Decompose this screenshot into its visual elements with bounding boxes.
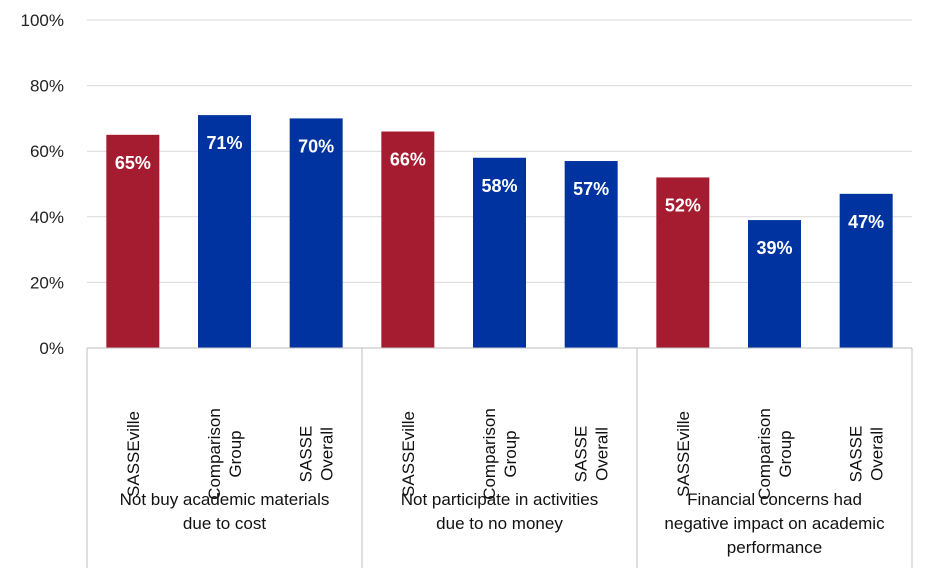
group-label: Not participate in activities due to no m… bbox=[401, 490, 598, 533]
group-label: Not buy academic materials due to cost bbox=[120, 490, 330, 533]
bar bbox=[839, 193, 893, 348]
category-label-line: Group bbox=[226, 430, 245, 477]
data-label: 47% bbox=[848, 212, 884, 232]
bar bbox=[748, 220, 801, 348]
category-label-line: SASSE bbox=[572, 426, 591, 483]
category-label: SASSEville bbox=[124, 411, 143, 497]
bar bbox=[656, 177, 710, 348]
category-label-line: SASSE bbox=[297, 426, 316, 483]
y-tick-label: 0% bbox=[39, 339, 64, 358]
category-label: SASSE Overall bbox=[847, 426, 887, 483]
bar bbox=[106, 134, 160, 348]
data-label: 71% bbox=[206, 133, 242, 153]
bar bbox=[564, 161, 618, 348]
y-tick-label: 80% bbox=[30, 77, 64, 96]
y-axis: 0% 20% 40% 60% 80% 100% bbox=[21, 11, 64, 358]
category-label: Comparison Group bbox=[205, 408, 245, 500]
data-label: 70% bbox=[298, 136, 334, 156]
category-label: SASSE Overall bbox=[297, 426, 337, 483]
category-label-line: Comparison bbox=[480, 408, 499, 500]
group-label-line: Not buy academic materials bbox=[120, 490, 330, 509]
bar bbox=[198, 115, 251, 349]
category-label-line: SASSEville bbox=[674, 411, 693, 497]
category-label: Comparison Group bbox=[480, 408, 520, 500]
y-tick-label: 60% bbox=[30, 142, 64, 161]
category-label: SASSE Overall bbox=[572, 426, 612, 483]
group-label: Financial concerns had negative impact on… bbox=[664, 490, 885, 557]
bars: 65% 71% 70% 66% 58% 57% 52% 39% 47% bbox=[106, 115, 893, 349]
category-label-line: Overall bbox=[318, 427, 337, 481]
group-label-line: due to no money bbox=[436, 514, 563, 533]
y-tick-label: 40% bbox=[30, 208, 64, 227]
category-label-line: Group bbox=[501, 430, 520, 477]
y-tick-label: 100% bbox=[21, 11, 64, 30]
category-label-line: Overall bbox=[868, 427, 887, 481]
data-label: 39% bbox=[756, 238, 792, 258]
data-label: 57% bbox=[573, 179, 609, 199]
category-label-line: SASSEville bbox=[124, 411, 143, 497]
bar bbox=[289, 118, 343, 349]
data-label: 65% bbox=[115, 153, 151, 173]
category-label-line: Overall bbox=[593, 427, 612, 481]
data-label: 58% bbox=[481, 176, 517, 196]
category-label-line: Group bbox=[776, 430, 795, 477]
category-label: Comparison Group bbox=[755, 408, 795, 500]
bar bbox=[473, 157, 526, 348]
category-label: SASSEville bbox=[399, 411, 418, 497]
category-label-line: Comparison bbox=[755, 408, 774, 500]
group-label-line: Financial concerns had bbox=[687, 490, 862, 509]
group-label-line: due to cost bbox=[183, 514, 266, 533]
category-label-line: SASSEville bbox=[399, 411, 418, 497]
group-label-line: Not participate in activities bbox=[401, 490, 598, 509]
group-label-line: performance bbox=[727, 538, 822, 557]
data-label: 52% bbox=[665, 195, 701, 215]
category-label-line: Comparison bbox=[205, 408, 224, 500]
category-label-line: SASSE bbox=[847, 426, 866, 483]
data-label: 66% bbox=[390, 150, 426, 170]
group-label-line: negative impact on academic bbox=[664, 514, 885, 533]
x-axis: SASSEville Comparison Group SASSE OverallNot… bbox=[86, 347, 913, 568]
category-label: SASSEville bbox=[674, 411, 693, 497]
bar bbox=[381, 131, 435, 348]
y-tick-label: 20% bbox=[30, 273, 64, 292]
